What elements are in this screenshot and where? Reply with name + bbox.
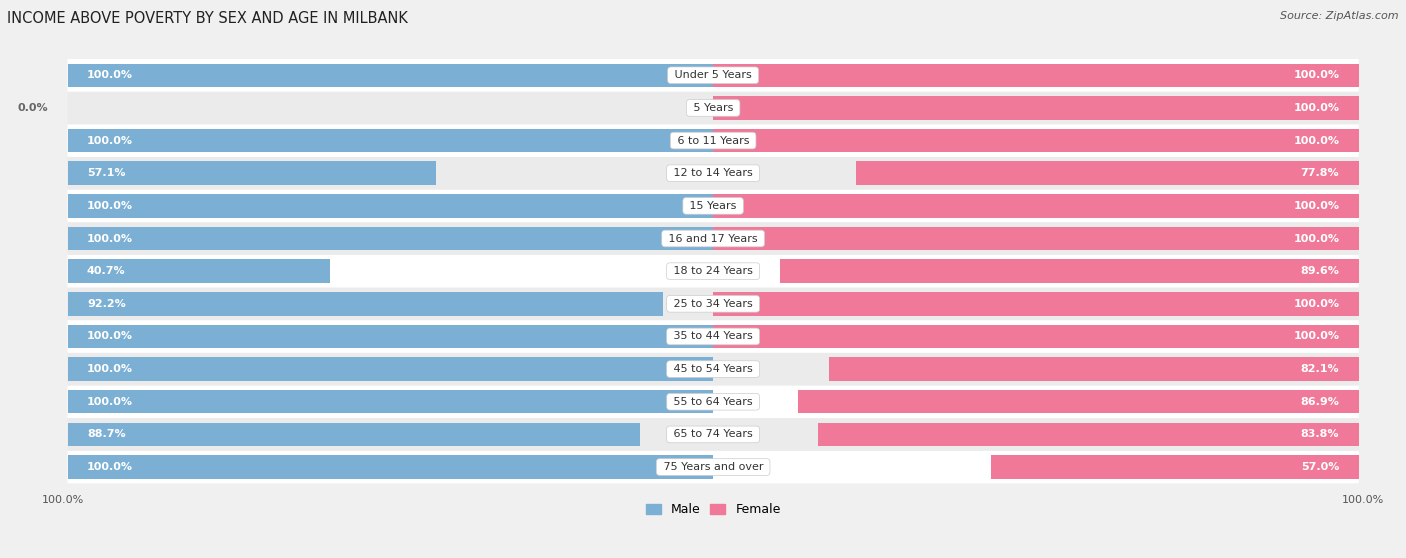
Text: INCOME ABOVE POVERTY BY SEX AND AGE IN MILBANK: INCOME ABOVE POVERTY BY SEX AND AGE IN M…: [7, 11, 408, 26]
Text: 65 to 74 Years: 65 to 74 Years: [671, 430, 756, 439]
Text: 100.0%: 100.0%: [87, 70, 134, 80]
Text: 57.0%: 57.0%: [1301, 462, 1340, 472]
FancyBboxPatch shape: [67, 92, 1358, 124]
Text: 18 to 24 Years: 18 to 24 Years: [669, 266, 756, 276]
Text: 15 Years: 15 Years: [686, 201, 740, 211]
Text: 100.0%: 100.0%: [87, 397, 134, 407]
Text: 55 to 64 Years: 55 to 64 Years: [671, 397, 756, 407]
Text: 100.0%: 100.0%: [1294, 201, 1340, 211]
Bar: [67, 194, 713, 218]
FancyBboxPatch shape: [67, 222, 1358, 255]
Text: 100.0%: 100.0%: [42, 495, 84, 505]
Bar: [713, 96, 1358, 119]
Text: 0.0%: 0.0%: [17, 103, 48, 113]
FancyBboxPatch shape: [67, 190, 1358, 222]
Text: 12 to 14 Years: 12 to 14 Years: [671, 168, 756, 178]
Text: 100.0%: 100.0%: [1343, 495, 1385, 505]
Bar: [67, 325, 713, 348]
Text: 100.0%: 100.0%: [1294, 233, 1340, 243]
Text: 45 to 54 Years: 45 to 54 Years: [671, 364, 756, 374]
Bar: [67, 259, 330, 283]
Bar: [713, 194, 1358, 218]
Text: 40.7%: 40.7%: [87, 266, 125, 276]
Bar: [67, 292, 662, 316]
Text: 100.0%: 100.0%: [87, 331, 134, 341]
Text: 100.0%: 100.0%: [87, 136, 134, 146]
Bar: [67, 455, 713, 479]
Text: 100.0%: 100.0%: [1294, 136, 1340, 146]
Text: 83.8%: 83.8%: [1301, 430, 1340, 439]
Text: 100.0%: 100.0%: [87, 233, 134, 243]
FancyBboxPatch shape: [67, 353, 1358, 386]
Bar: [67, 422, 640, 446]
FancyBboxPatch shape: [67, 451, 1358, 483]
Text: 5 Years: 5 Years: [690, 103, 737, 113]
Bar: [991, 455, 1358, 479]
Text: 35 to 44 Years: 35 to 44 Years: [671, 331, 756, 341]
Text: 6 to 11 Years: 6 to 11 Years: [673, 136, 752, 146]
Bar: [828, 357, 1358, 381]
Text: 100.0%: 100.0%: [1294, 103, 1340, 113]
Bar: [67, 390, 713, 413]
Text: 100.0%: 100.0%: [1294, 70, 1340, 80]
Text: 77.8%: 77.8%: [1301, 168, 1340, 178]
Text: Under 5 Years: Under 5 Years: [671, 70, 755, 80]
Text: 100.0%: 100.0%: [87, 364, 134, 374]
Text: 92.2%: 92.2%: [87, 299, 125, 309]
Text: 88.7%: 88.7%: [87, 430, 125, 439]
Text: 75 Years and over: 75 Years and over: [659, 462, 766, 472]
Text: 16 and 17 Years: 16 and 17 Years: [665, 233, 761, 243]
Bar: [713, 129, 1358, 152]
Bar: [856, 161, 1358, 185]
Text: 100.0%: 100.0%: [1294, 331, 1340, 341]
FancyBboxPatch shape: [67, 386, 1358, 418]
Bar: [780, 259, 1358, 283]
Bar: [713, 227, 1358, 251]
Bar: [67, 227, 713, 251]
Text: 86.9%: 86.9%: [1301, 397, 1340, 407]
Text: 100.0%: 100.0%: [1294, 299, 1340, 309]
FancyBboxPatch shape: [67, 320, 1358, 353]
FancyBboxPatch shape: [67, 287, 1358, 320]
Bar: [797, 390, 1358, 413]
Bar: [713, 64, 1358, 87]
Text: 100.0%: 100.0%: [87, 462, 134, 472]
Bar: [67, 357, 713, 381]
Text: 57.1%: 57.1%: [87, 168, 125, 178]
Text: 82.1%: 82.1%: [1301, 364, 1340, 374]
Text: 25 to 34 Years: 25 to 34 Years: [671, 299, 756, 309]
FancyBboxPatch shape: [67, 59, 1358, 92]
FancyBboxPatch shape: [67, 124, 1358, 157]
Text: Source: ZipAtlas.com: Source: ZipAtlas.com: [1281, 11, 1399, 21]
Bar: [818, 422, 1358, 446]
Legend: Male, Female: Male, Female: [641, 498, 786, 521]
Text: 100.0%: 100.0%: [87, 201, 134, 211]
Text: 89.6%: 89.6%: [1301, 266, 1340, 276]
FancyBboxPatch shape: [67, 157, 1358, 190]
FancyBboxPatch shape: [67, 418, 1358, 451]
Bar: [713, 325, 1358, 348]
FancyBboxPatch shape: [67, 255, 1358, 287]
Bar: [67, 129, 713, 152]
Bar: [713, 292, 1358, 316]
Bar: [67, 161, 436, 185]
Bar: [67, 64, 713, 87]
